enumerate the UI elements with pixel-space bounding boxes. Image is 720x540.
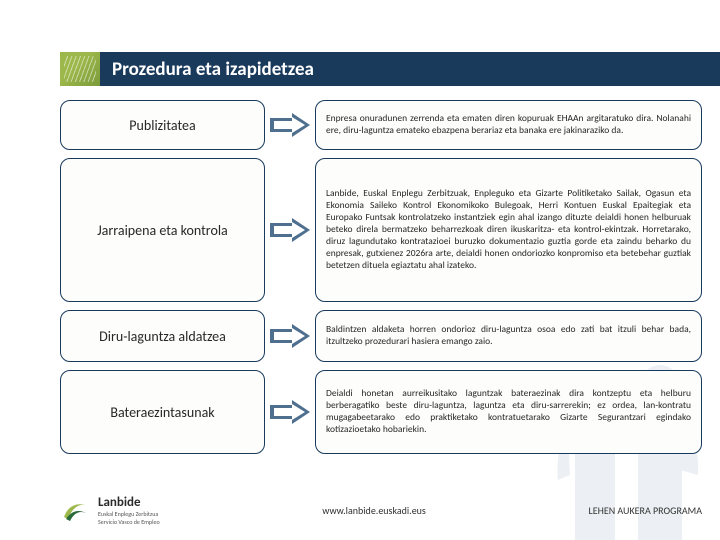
label-publizitatea: Publizitatea xyxy=(60,100,265,150)
body-bateraezintasunak: Deialdi honetan aurreikusitako laguntzak… xyxy=(315,370,702,454)
header-bar: Prozedura eta izapidetzea xyxy=(60,52,720,86)
footer-url: www.lanbide.euskadi.eus xyxy=(160,504,589,517)
label-bateraezintasunak: Bateraezintasunak xyxy=(60,370,265,454)
logo-sub2: Servicio Vasco de Empleo xyxy=(98,519,160,525)
footer-logo: Lanbide Euskal Enplegu Zerbitzua Servici… xyxy=(60,495,160,525)
body-dirulaguntza: Baldintzen aldaketa horren ondorioz diru… xyxy=(315,310,702,362)
logo-sub1: Euskal Enplegu Zerbitzua xyxy=(98,511,160,517)
label-dirulaguntza: Diru-laguntza aldatzea xyxy=(60,310,265,362)
arrow-icon xyxy=(265,310,315,362)
arrow-icon xyxy=(265,100,315,150)
lanbide-logo-icon xyxy=(60,495,90,525)
page-title: Prozedura eta izapidetzea xyxy=(112,58,314,81)
row-bateraezintasunak: Bateraezintasunak Deialdi honetan aurrei… xyxy=(60,370,702,454)
body-publizitatea: Enpresa onuradunen zerrenda eta ematen d… xyxy=(315,100,702,150)
logo-main-text: Lanbide xyxy=(98,496,160,509)
header-icon xyxy=(60,52,100,86)
row-dirulaguntza: Diru-laguntza aldatzea Baldintzen aldake… xyxy=(60,310,702,362)
footer-program: LEHEN AUKERA PROGRAMA xyxy=(589,504,703,517)
label-jarraipena: Jarraipena eta kontrola xyxy=(60,158,265,302)
body-jarraipena: Lanbide, Euskal Enplegu Zerbitzuak, Enpl… xyxy=(315,158,702,302)
arrow-icon xyxy=(265,370,315,454)
arrow-icon xyxy=(265,158,315,302)
row-publizitatea: Publizitatea Enpresa onuradunen zerrenda… xyxy=(60,100,702,150)
footer: Lanbide Euskal Enplegu Zerbitzua Servici… xyxy=(60,490,702,530)
row-jarraipena: Jarraipena eta kontrola Lanbide, Euskal … xyxy=(60,158,702,302)
